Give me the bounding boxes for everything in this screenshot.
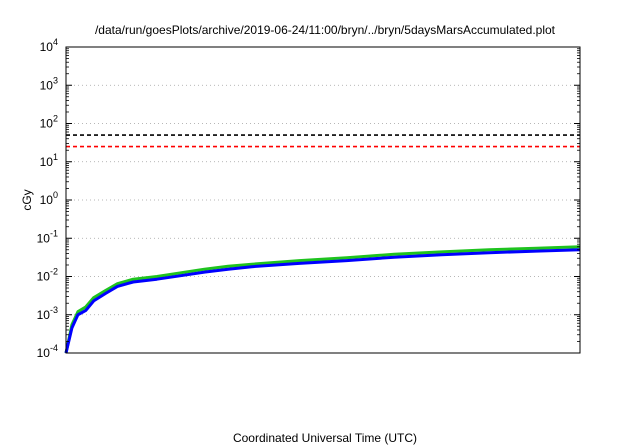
y-tick-label: 104 xyxy=(40,37,58,54)
y-tick-label: 101 xyxy=(40,152,58,169)
y-tick-labels: 10-4 10-3 10-2 10-1 100 101 102 103 104 xyxy=(37,37,58,360)
grid xyxy=(66,84,580,316)
series-lines xyxy=(64,245,581,354)
chart-title: /data/run/goesPlots/archive/2019-06-24/1… xyxy=(95,23,556,37)
y-tick-label: 103 xyxy=(40,75,58,92)
series-line-1 xyxy=(64,245,581,354)
x-axis-label: Coordinated Universal Time (UTC) xyxy=(233,431,417,445)
axis-ticks xyxy=(66,46,580,354)
y-axis-label: cGy xyxy=(20,189,34,210)
y-tick-label: 10-2 xyxy=(37,267,58,284)
y-tick-label: 10-1 xyxy=(37,228,58,245)
y-tick-label: 10-4 xyxy=(37,343,58,360)
reference-lines xyxy=(66,134,580,148)
y-tick-label: 100 xyxy=(40,190,58,207)
y-tick-label: 10-3 xyxy=(37,305,58,322)
y-tick-label: 102 xyxy=(40,114,58,131)
series-line-2 xyxy=(64,248,581,354)
